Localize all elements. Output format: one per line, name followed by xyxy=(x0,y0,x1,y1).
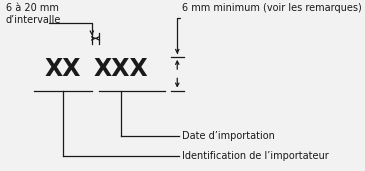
Text: XXX: XXX xyxy=(93,57,148,81)
Text: 6 à 20 mm
d’intervalle: 6 à 20 mm d’intervalle xyxy=(6,3,61,25)
Text: 6 mm minimum (voir les remarques): 6 mm minimum (voir les remarques) xyxy=(182,3,362,13)
Text: XX: XX xyxy=(45,57,81,81)
Text: Date d’importation: Date d’importation xyxy=(182,131,275,141)
Text: Identification de l’importateur: Identification de l’importateur xyxy=(182,151,329,161)
